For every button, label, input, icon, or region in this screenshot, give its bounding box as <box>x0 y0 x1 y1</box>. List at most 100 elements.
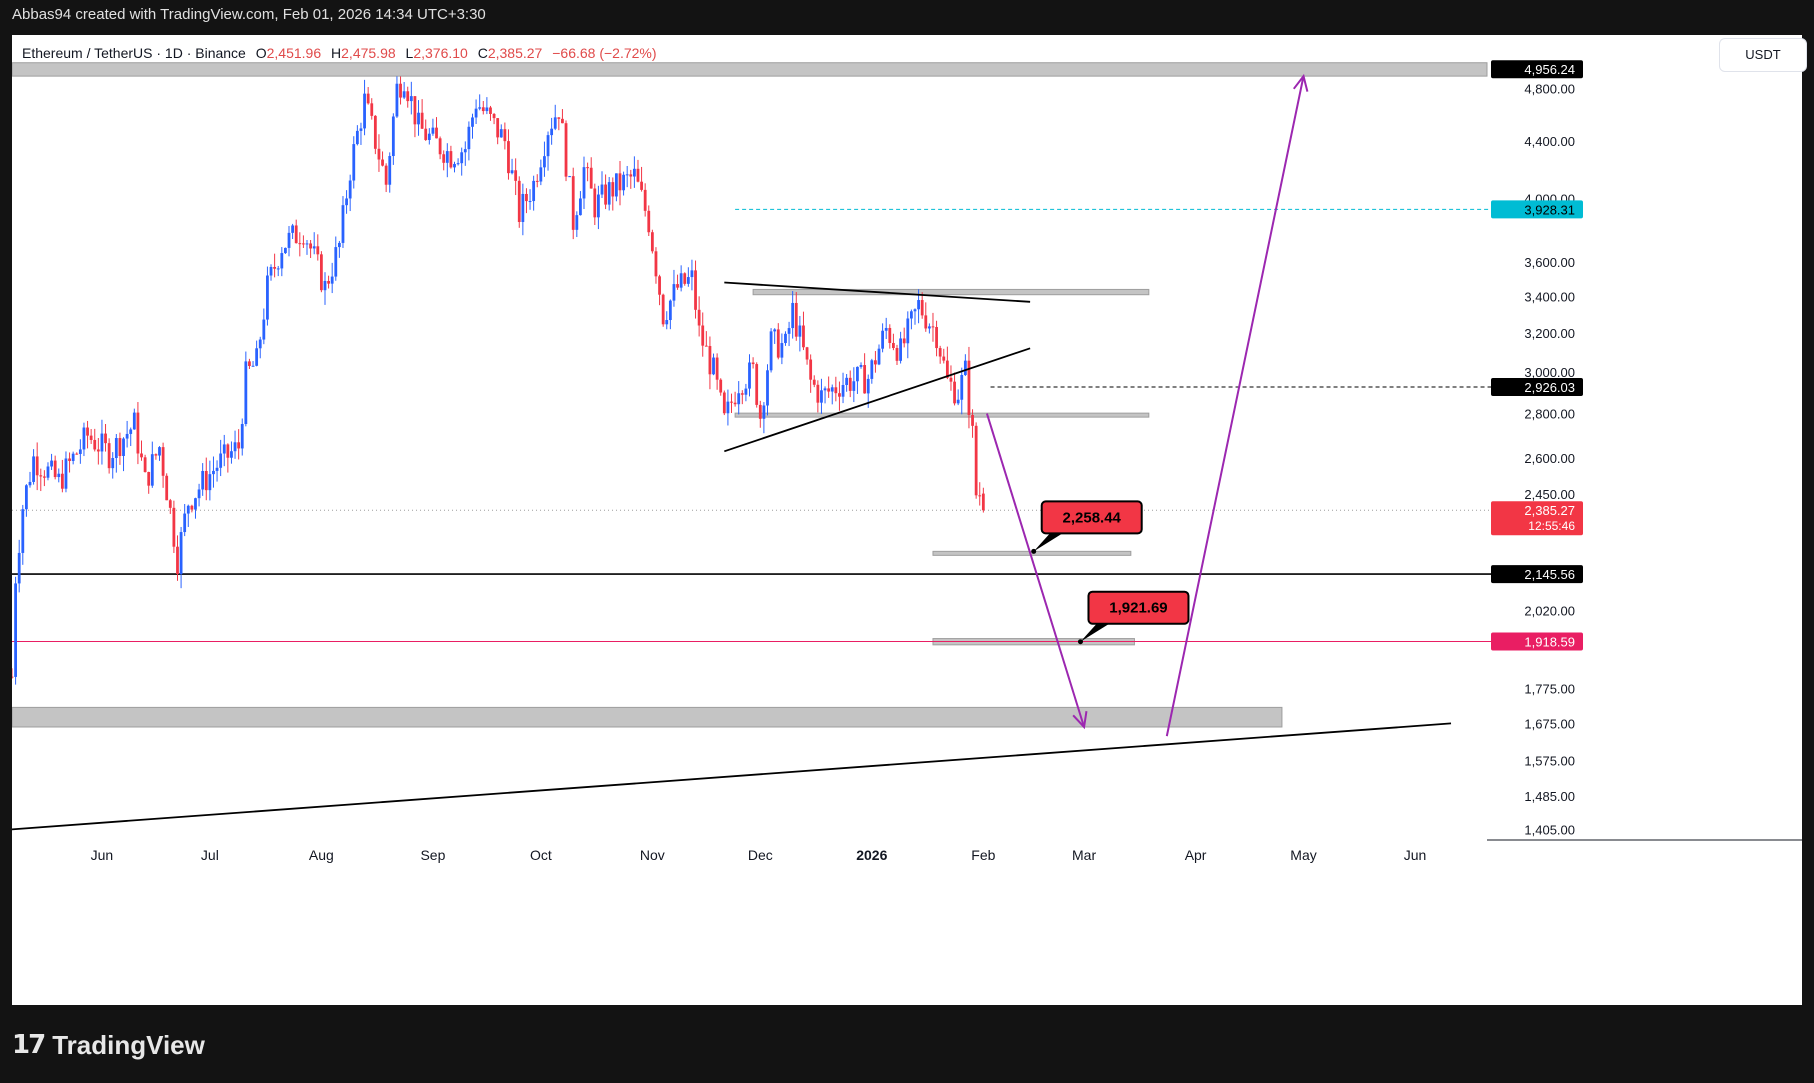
candle-body[interactable] <box>920 300 924 316</box>
candle-body[interactable] <box>39 475 43 477</box>
candle-body[interactable] <box>546 135 550 157</box>
candle-body[interactable] <box>978 495 982 497</box>
candle-body[interactable] <box>859 365 863 367</box>
candle-body[interactable] <box>697 309 701 326</box>
candle-body[interactable] <box>14 583 17 677</box>
candle-body[interactable] <box>884 327 888 331</box>
candle-body[interactable] <box>471 117 474 127</box>
candle-body[interactable] <box>442 154 446 163</box>
candle-body[interactable] <box>643 189 647 211</box>
candle-body[interactable] <box>125 433 129 439</box>
candle-body[interactable] <box>650 232 654 252</box>
candle-body[interactable] <box>337 242 341 248</box>
candle-body[interactable] <box>841 385 845 397</box>
candle-body[interactable] <box>809 359 813 380</box>
candle-body[interactable] <box>597 194 600 218</box>
candle-body[interactable] <box>183 513 187 533</box>
candle-body[interactable] <box>737 393 741 405</box>
candle-body[interactable] <box>945 360 949 378</box>
candle-body[interactable] <box>104 433 107 444</box>
candle-body[interactable] <box>640 181 643 190</box>
candle-body[interactable] <box>298 243 302 245</box>
candle-body[interactable] <box>107 443 111 469</box>
candle-body[interactable] <box>704 345 708 347</box>
candle-body[interactable] <box>507 141 510 174</box>
candle-body[interactable] <box>226 444 230 458</box>
candle-body[interactable] <box>773 329 777 332</box>
candle-body[interactable] <box>776 329 780 358</box>
candle-body[interactable] <box>136 412 140 454</box>
candle-body[interactable] <box>35 456 39 476</box>
candle-body[interactable] <box>874 360 877 365</box>
candle-body[interactable] <box>816 384 820 403</box>
candle-body[interactable] <box>186 505 190 514</box>
candle-body[interactable] <box>194 498 197 510</box>
candle-body[interactable] <box>165 475 169 501</box>
candle-body[interactable] <box>618 173 622 191</box>
candle-body[interactable] <box>172 507 176 547</box>
price-callout-box[interactable] <box>1087 590 1190 625</box>
candle-body[interactable] <box>399 83 402 98</box>
candle-body[interactable] <box>215 467 219 471</box>
candle-body[interactable] <box>24 485 28 510</box>
candle-body[interactable] <box>694 270 697 310</box>
candle-body[interactable] <box>586 167 590 169</box>
candle-body[interactable] <box>467 126 471 150</box>
candle-body[interactable] <box>273 266 277 269</box>
candle-body[interactable] <box>60 473 64 489</box>
candle-body[interactable] <box>409 96 413 102</box>
candle-body[interactable] <box>956 399 960 404</box>
candle-body[interactable] <box>57 473 61 478</box>
candle-body[interactable] <box>499 129 503 138</box>
candle-body[interactable] <box>535 180 539 182</box>
candle-body[interactable] <box>730 401 733 403</box>
candle-body[interactable] <box>712 357 715 375</box>
candle-body[interactable] <box>845 377 849 386</box>
candle-body[interactable] <box>525 193 528 202</box>
candle-body[interactable] <box>287 232 291 248</box>
candle-body[interactable] <box>784 333 787 344</box>
candle-body[interactable] <box>244 361 248 425</box>
candle-body[interactable] <box>168 500 172 508</box>
candle-body[interactable] <box>517 180 521 222</box>
candle-body[interactable] <box>758 404 762 419</box>
price-chart[interactable]: 2,258.441,921.69 4,800.004,400.004,000.0… <box>12 35 1802 1005</box>
candle-body[interactable] <box>719 379 723 393</box>
support-resistance-zone[interactable] <box>734 412 1150 418</box>
candle-body[interactable] <box>456 163 460 165</box>
candle-body[interactable] <box>201 470 205 490</box>
candle-body[interactable] <box>553 117 557 129</box>
candle-body[interactable] <box>427 133 431 140</box>
candle-body[interactable] <box>708 346 712 375</box>
candle-body[interactable] <box>690 270 694 278</box>
candle-body[interactable] <box>147 472 151 486</box>
candle-body[interactable] <box>12 676 14 678</box>
candle-body[interactable] <box>359 128 363 131</box>
candle-body[interactable] <box>176 546 179 574</box>
candle-body[interactable] <box>478 107 482 109</box>
candle-body[interactable] <box>352 144 356 181</box>
candle-body[interactable] <box>42 476 46 478</box>
candle-body[interactable] <box>582 167 586 199</box>
candle-body[interactable] <box>812 379 816 385</box>
candle-body[interactable] <box>632 168 636 177</box>
candle-body[interactable] <box>258 339 262 349</box>
candle-body[interactable] <box>661 294 665 325</box>
candle-body[interactable] <box>899 338 902 361</box>
candle-body[interactable] <box>848 377 852 391</box>
candle-body[interactable] <box>701 325 705 346</box>
candle-body[interactable] <box>82 427 86 450</box>
candle-body[interactable] <box>219 453 223 468</box>
candle-body[interactable] <box>611 182 615 197</box>
candle-body[interactable] <box>431 127 435 134</box>
candle-body[interactable] <box>280 253 284 269</box>
candle-body[interactable] <box>927 326 931 329</box>
candle-body[interactable] <box>870 360 874 379</box>
candle-body[interactable] <box>316 246 320 255</box>
candle-body[interactable] <box>377 148 381 160</box>
trendline[interactable] <box>724 281 1031 303</box>
candle-body[interactable] <box>424 128 428 140</box>
candle-body[interactable] <box>600 184 604 195</box>
candle-body[interactable] <box>460 152 464 164</box>
candle-body[interactable] <box>445 151 449 163</box>
